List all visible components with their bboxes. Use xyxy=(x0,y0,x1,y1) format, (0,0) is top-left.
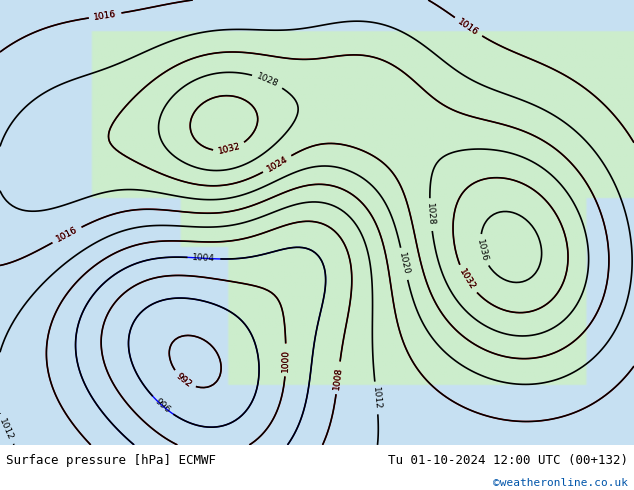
Text: 1008: 1008 xyxy=(332,366,344,390)
Text: 1000: 1000 xyxy=(281,348,290,371)
Text: 1024: 1024 xyxy=(265,154,289,173)
Text: 1004: 1004 xyxy=(192,253,216,263)
Text: 1032: 1032 xyxy=(457,268,477,292)
Text: 1020: 1020 xyxy=(398,252,411,276)
Text: 1008: 1008 xyxy=(332,366,344,390)
Text: 1016: 1016 xyxy=(93,9,117,22)
Text: Surface pressure [hPa] ECMWF: Surface pressure [hPa] ECMWF xyxy=(6,454,216,467)
Text: ©weatheronline.co.uk: ©weatheronline.co.uk xyxy=(493,478,628,488)
Text: 1000: 1000 xyxy=(281,348,290,371)
Text: 1028: 1028 xyxy=(256,72,280,89)
Text: 1024: 1024 xyxy=(265,154,289,173)
Text: 1012: 1012 xyxy=(0,417,15,441)
Text: 1032: 1032 xyxy=(217,142,242,156)
Text: 1032: 1032 xyxy=(457,268,477,292)
Text: 1032: 1032 xyxy=(217,142,242,156)
Text: 1016: 1016 xyxy=(93,9,117,22)
Text: 1012: 1012 xyxy=(371,386,382,410)
Text: 992: 992 xyxy=(174,371,193,389)
Text: 996: 996 xyxy=(153,397,172,415)
Text: 1028: 1028 xyxy=(425,203,436,226)
Text: 1016: 1016 xyxy=(55,225,79,244)
Text: Tu 01-10-2024 12:00 UTC (00+132): Tu 01-10-2024 12:00 UTC (00+132) xyxy=(387,454,628,467)
Text: 1016: 1016 xyxy=(456,17,481,37)
Text: 1036: 1036 xyxy=(475,238,489,263)
Text: 1016: 1016 xyxy=(456,17,481,37)
Text: 992: 992 xyxy=(174,371,193,389)
Text: 1016: 1016 xyxy=(55,225,79,244)
